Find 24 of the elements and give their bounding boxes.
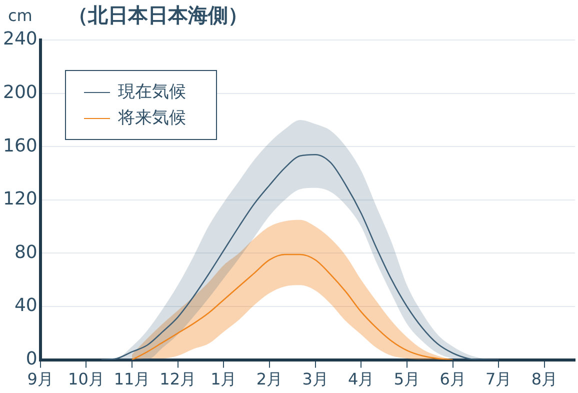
x-tick-label: 12月 <box>160 370 196 389</box>
y-tick-label: 160 <box>2 135 38 156</box>
x-tick-label: 8月 <box>531 370 558 389</box>
y-tick-label: 40 <box>14 295 38 316</box>
x-tick-label: 11月 <box>114 370 150 389</box>
x-tick-label: 7月 <box>486 370 512 389</box>
x-tick-label: 3月 <box>302 370 328 389</box>
x-tick-label: 2月 <box>256 370 283 389</box>
x-tick-label: 6月 <box>440 370 466 389</box>
legend-label: 現在気候 <box>117 81 186 104</box>
y-tick-label: 0 <box>26 348 38 370</box>
chart-title: （北日本日本海側） <box>68 2 248 29</box>
legend-label: 将来気候 <box>117 107 186 130</box>
x-tick-label: 9月 <box>27 370 54 389</box>
x-tick-label: 10月 <box>68 370 104 389</box>
y-axis-title: cm <box>8 6 32 25</box>
y-tick-label: 80 <box>14 242 38 263</box>
y-tick-label: 120 <box>2 188 38 210</box>
y-tick-label: 200 <box>2 82 38 103</box>
line-series <box>131 254 454 360</box>
x-tick-label: 1月 <box>210 370 237 389</box>
y-tick-label: 240 <box>2 28 38 50</box>
x-tick-label: 4月 <box>348 370 374 389</box>
x-tick-label: 5月 <box>394 370 420 389</box>
